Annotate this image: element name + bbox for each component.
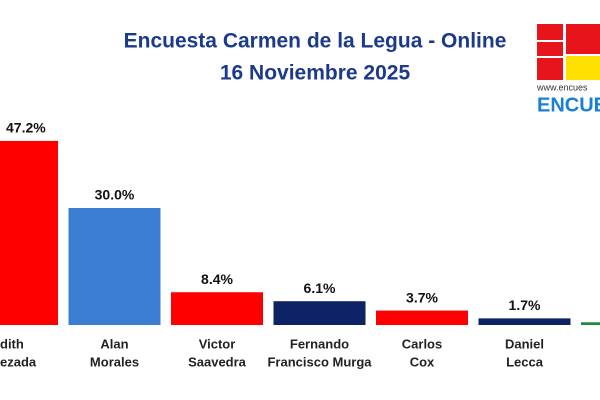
value-label: 1.7% [509,297,541,313]
x-tick-label: Alan [100,336,128,351]
logo-url: www.encues [536,82,588,92]
logo: www.encues ENCUES [536,24,600,116]
logo-name: ENCUES [537,94,600,116]
chart-subtitle: 16 Noviembre 2025 [220,62,411,85]
x-tick-label: ezada [0,354,37,369]
bar [68,208,161,325]
logo-block [537,24,563,40]
value-label: 47.2% [6,120,46,136]
bar [0,140,58,325]
logo-block [566,24,600,54]
logo-block [537,42,563,56]
x-tick-label: Carlos [402,336,442,351]
value-label: 8.4% [201,271,233,287]
bar [171,292,263,325]
chart-title: Encuesta Carmen de la Legua - Online [124,30,507,53]
x-tick-label: dith [0,336,24,351]
x-tick-label: Cox [410,354,435,369]
bar [581,322,600,325]
x-tick-label: Francisco Murga [267,354,372,369]
x-tick-label: Victor [199,336,236,351]
x-tick-label: Daniel [505,336,544,351]
value-label: 30.0% [95,187,135,203]
value-label: 6.1% [304,280,336,296]
logo-block [537,58,563,80]
x-tick-label: Lecca [506,354,544,369]
x-tick-label: Fernando [290,336,349,351]
x-tick-label: Saavedra [188,354,247,369]
bar [273,301,366,325]
value-label: 3.7% [406,289,438,305]
bar [376,310,468,325]
x-tick-label: Morales [90,354,139,369]
bar [478,318,571,325]
logo-block [566,56,600,80]
